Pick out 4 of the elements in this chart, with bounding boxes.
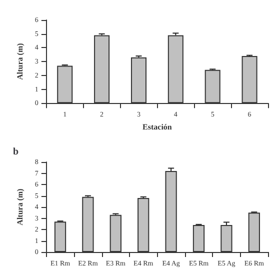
x-axis-title: Estación [142,122,172,132]
y-axis-title: Altura (m) [16,42,24,80]
chart-title: b [13,146,19,158]
y-axis-title: Altura (m) [16,188,24,226]
